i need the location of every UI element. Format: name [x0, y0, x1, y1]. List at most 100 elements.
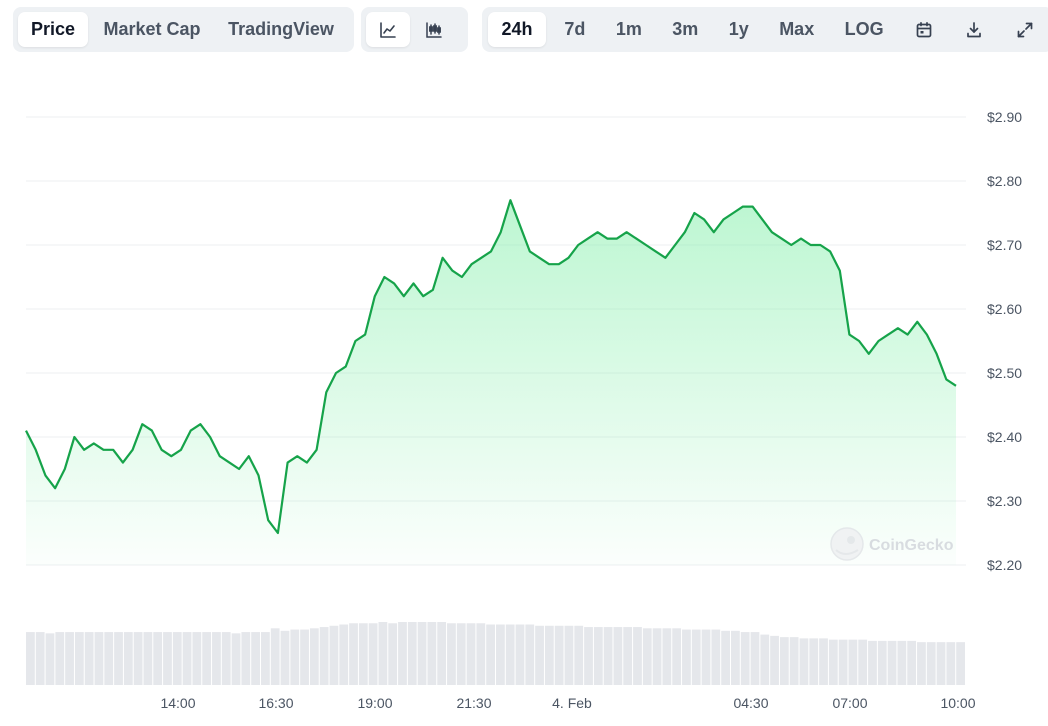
volume-bar [476, 623, 486, 685]
volume-bar [535, 625, 544, 685]
volume-bar [104, 632, 114, 685]
tab-market-cap[interactable]: Market Cap [103, 19, 201, 39]
volume-bar [897, 640, 907, 685]
volume-bar [691, 629, 701, 685]
volume-bar [398, 622, 407, 685]
volume-bar [456, 623, 466, 685]
volume-bar [212, 632, 221, 685]
expand-icon [1017, 22, 1033, 37]
volume-bar [515, 624, 525, 685]
y-tick-label: $2.90 [987, 109, 1022, 125]
volume-bar [114, 632, 123, 685]
y-tick-label: $2.40 [987, 429, 1022, 445]
volume-bar [858, 639, 868, 685]
volume-bar [946, 642, 956, 685]
expand-button[interactable] [1003, 12, 1047, 47]
tab-price[interactable]: Price [18, 12, 88, 47]
volume-bar [613, 627, 623, 685]
y-tick-label: $2.70 [987, 237, 1022, 253]
volume-bar [486, 624, 495, 685]
chart-toolbar: Price Market Cap TradingView 24h 7d 1m 3… [13, 7, 1048, 52]
volume-bars [26, 622, 965, 685]
range-log[interactable]: LOG [844, 19, 884, 39]
volume-bar [133, 632, 143, 685]
volume-bar [544, 625, 554, 685]
volume-bar [261, 632, 270, 685]
volume-bar [280, 630, 290, 685]
range-max[interactable]: Max [779, 19, 815, 39]
volume-bar [153, 632, 163, 685]
volume-bar [877, 640, 887, 685]
volume-bar [789, 637, 799, 685]
coingecko-watermark: CoinGecko [830, 527, 954, 561]
volume-bar [926, 642, 936, 685]
x-tick-label: 14:00 [160, 695, 195, 711]
volume-bar [642, 628, 652, 685]
volume-bar [55, 632, 65, 685]
volume-bar [202, 632, 212, 685]
volume-bar [917, 642, 926, 685]
volume-bar [182, 632, 192, 685]
price-area [25, 199, 957, 565]
x-tick-label: 04:30 [733, 695, 768, 711]
volume-bar [447, 623, 456, 685]
volume-bar [251, 632, 260, 685]
range-7d[interactable]: 7d [564, 19, 586, 39]
volume-bar [721, 630, 730, 685]
volume-bar [143, 632, 153, 685]
download-button[interactable] [952, 12, 996, 47]
price-chart[interactable]: $2.90 $2.80 $2.70 $2.60 $2.50 $2.40 $2.30 $2.20… [0, 60, 1048, 726]
volume-bar [672, 628, 682, 685]
volume-bar [652, 628, 662, 685]
volume-bar [329, 625, 339, 685]
watermark-text: CoinGecko [869, 537, 954, 554]
chart-style-toggle [361, 7, 468, 52]
volume-bar [358, 623, 368, 685]
x-tick-label: 07:00 [832, 695, 867, 711]
volume-bar [319, 627, 329, 685]
volume-bar [35, 632, 45, 685]
volume-bar [74, 632, 84, 685]
volume-bar [633, 627, 642, 685]
volume-bar [417, 622, 427, 685]
y-tick-label: $2.20 [987, 557, 1022, 573]
volume-bar [564, 625, 574, 685]
volume-bar [711, 629, 721, 685]
volume-bar [407, 622, 417, 685]
volume-bar [388, 623, 398, 685]
volume-bar [779, 637, 789, 685]
range-3m[interactable]: 3m [672, 19, 699, 39]
volume-bar [838, 639, 848, 685]
range-1m[interactable]: 1m [615, 19, 642, 39]
volume-bar [123, 632, 133, 685]
volume-bar [623, 627, 633, 685]
volume-bar [554, 625, 564, 685]
line-chart-button[interactable] [366, 12, 410, 47]
y-tick-label: $2.60 [987, 301, 1022, 317]
range-1y[interactable]: 1y [728, 19, 749, 39]
tab-tradingview[interactable]: TradingView [228, 19, 334, 39]
volume-bar [603, 627, 613, 685]
chart-type-tabs: Price Market Cap TradingView [13, 7, 354, 52]
volume-bar [163, 632, 172, 685]
y-tick-label: $2.50 [987, 365, 1022, 381]
volume-bar [907, 640, 917, 685]
volume-bar [525, 624, 535, 685]
x-tick-label: 10:00 [940, 695, 975, 711]
price-area-fill [26, 200, 956, 565]
volume-bar [300, 629, 309, 685]
volume-bar [936, 642, 946, 685]
volume-bar [84, 632, 94, 685]
volume-bar [574, 625, 584, 685]
candlestick-button[interactable] [412, 12, 456, 47]
volume-bar [770, 635, 779, 685]
range-24h[interactable]: 24h [488, 12, 546, 47]
volume-bar [437, 622, 447, 685]
price-line [25, 199, 957, 535]
volume-bar [956, 642, 965, 685]
volume-bar [231, 633, 241, 685]
volume-bar [809, 638, 819, 685]
volume-bar [731, 630, 740, 685]
candlestick-icon [426, 21, 442, 38]
calendar-button[interactable] [902, 12, 946, 47]
